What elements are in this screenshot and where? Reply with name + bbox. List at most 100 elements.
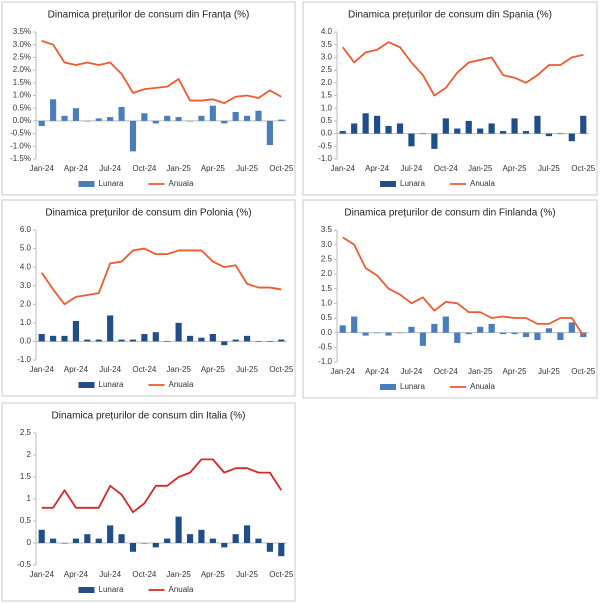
y-tick-label: 4.0 bbox=[321, 27, 333, 36]
bar bbox=[278, 339, 285, 342]
chart-title: Dinamica prețurilor de consum din Italia… bbox=[52, 411, 246, 422]
y-tick-label: 6.0 bbox=[20, 225, 32, 234]
x-tick-label: Apr-25 bbox=[201, 365, 226, 374]
bar bbox=[38, 529, 45, 543]
bar bbox=[396, 332, 404, 334]
bar bbox=[50, 538, 57, 543]
legend-swatch bbox=[78, 382, 95, 388]
legend-label: Lunara bbox=[400, 382, 425, 391]
x-tick-label: Jan-24 bbox=[29, 570, 54, 579]
bar bbox=[266, 120, 273, 146]
bar bbox=[129, 543, 137, 552]
x-tick-label: Oct-24 bbox=[434, 164, 459, 173]
y-tick-label: -0.5 bbox=[318, 141, 332, 150]
y-tick-label: 0.5% bbox=[13, 103, 31, 112]
bar bbox=[511, 118, 518, 134]
y-tick-label: -0.5 bbox=[318, 342, 332, 351]
bar bbox=[107, 525, 114, 543]
bar bbox=[454, 332, 461, 343]
y-tick-label: 0.0 bbox=[20, 337, 32, 346]
bar bbox=[72, 108, 80, 121]
bar bbox=[419, 133, 427, 135]
chart-panel: Dinamica prețurilor de consum din Poloni… bbox=[1, 199, 296, 397]
bar bbox=[72, 538, 80, 543]
chart-panel: Dinamica prețurilor de consum din Spania… bbox=[302, 1, 598, 196]
y-tick-label: 1.0% bbox=[13, 91, 31, 100]
bar bbox=[568, 322, 575, 333]
chart-title: Dinamica prețurilor de consum din Franța… bbox=[48, 10, 250, 21]
bar bbox=[431, 133, 438, 149]
bar bbox=[38, 120, 45, 126]
bar bbox=[385, 125, 392, 134]
x-tick-label: Jul-25 bbox=[236, 570, 258, 579]
y-tick-label: 1.0 bbox=[20, 318, 32, 327]
y-tick-label: 3.0% bbox=[13, 40, 31, 49]
bar bbox=[488, 323, 495, 333]
x-tick-label: Apr-24 bbox=[365, 367, 390, 376]
y-tick-label: -1.0% bbox=[10, 141, 31, 150]
legend-label: Lunara bbox=[99, 380, 124, 389]
x-tick-label: Jan-24 bbox=[330, 164, 355, 173]
bar bbox=[442, 316, 449, 333]
chart-panel: Dinamica prețurilor de consum din Italia… bbox=[1, 402, 296, 602]
bar bbox=[72, 321, 80, 342]
legend-label: Anuala bbox=[470, 179, 495, 188]
bar bbox=[61, 115, 68, 121]
x-tick-label: Oct-24 bbox=[434, 367, 459, 376]
bar bbox=[351, 123, 358, 134]
bar bbox=[408, 133, 415, 147]
y-tick-label: 0.5 bbox=[321, 313, 333, 322]
bar bbox=[454, 128, 461, 134]
legend-swatch bbox=[380, 384, 396, 390]
y-tick-label: -1.0 bbox=[17, 355, 31, 364]
bar bbox=[511, 332, 518, 335]
bar bbox=[186, 335, 194, 342]
x-tick-label: Jan-24 bbox=[330, 367, 355, 376]
bar bbox=[95, 538, 102, 543]
bar bbox=[232, 112, 239, 121]
bar bbox=[431, 323, 438, 333]
x-tick-label: Oct-25 bbox=[269, 570, 294, 579]
panel-frame bbox=[1, 199, 296, 397]
x-tick-label: Jul-25 bbox=[538, 164, 560, 173]
bar bbox=[209, 334, 216, 342]
bar bbox=[141, 543, 148, 544]
x-tick-label: Jul-24 bbox=[401, 164, 423, 173]
x-tick-label: Apr-25 bbox=[503, 164, 528, 173]
line bbox=[41, 40, 282, 105]
bar bbox=[465, 120, 472, 134]
x-tick-label: Oct-25 bbox=[269, 164, 294, 173]
y-tick-label: 3.0 bbox=[321, 240, 333, 249]
x-tick-label: Jan-25 bbox=[468, 164, 493, 173]
bar bbox=[557, 133, 564, 135]
line bbox=[342, 236, 585, 337]
bar bbox=[198, 529, 205, 543]
bar bbox=[198, 337, 205, 342]
bar bbox=[107, 315, 114, 342]
y-tick-label: 3.5 bbox=[321, 40, 333, 49]
x-tick-label: Jul-24 bbox=[99, 365, 121, 374]
bar bbox=[209, 538, 216, 543]
bar bbox=[95, 339, 102, 342]
y-tick-label: 1.0 bbox=[321, 103, 333, 112]
bar bbox=[107, 117, 114, 121]
bar bbox=[243, 335, 251, 342]
chart-title: Dinamica prețurilor de consum din Poloni… bbox=[45, 208, 251, 219]
bar bbox=[580, 115, 587, 134]
bar bbox=[164, 538, 171, 543]
bar bbox=[152, 543, 159, 548]
bar bbox=[175, 516, 182, 543]
y-tick-label: 2.5% bbox=[13, 53, 31, 62]
y-tick-label: 2.5 bbox=[321, 254, 333, 263]
bar bbox=[545, 328, 553, 333]
x-tick-label: Jan-25 bbox=[468, 367, 493, 376]
bar bbox=[118, 106, 125, 121]
legend-swatch bbox=[380, 181, 396, 187]
bar bbox=[221, 341, 228, 346]
bar bbox=[84, 339, 91, 342]
x-tick-label: Oct-24 bbox=[132, 164, 157, 173]
x-tick-label: Jul-25 bbox=[538, 367, 560, 376]
bar bbox=[339, 325, 346, 333]
y-tick-label: -1.5% bbox=[10, 154, 31, 163]
y-tick-label: 2.5 bbox=[20, 428, 32, 437]
